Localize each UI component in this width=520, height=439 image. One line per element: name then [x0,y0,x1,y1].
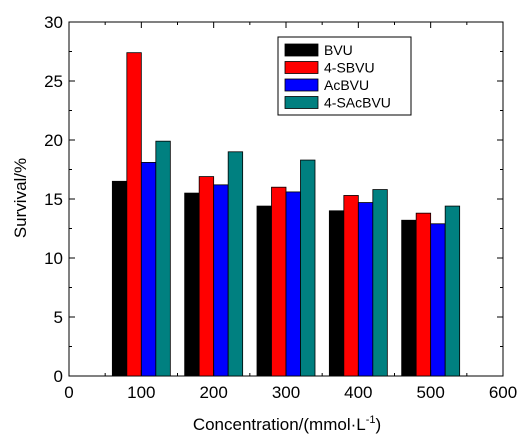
bar-4-sbvu-100 [126,52,142,377]
bar-4-sbvu-200 [198,176,215,377]
bars [111,52,461,377]
x-tick-label: 0 [64,383,73,402]
y-tick-label: 20 [44,131,63,150]
legend-label-bvu: BVU [324,42,353,58]
bar-4-sacbvu-400 [372,189,388,377]
bar-bvu-200 [184,192,200,377]
y-tick-label: 10 [44,249,63,268]
bar-4-sacbvu-300 [300,159,316,377]
bar-acbvu-200 [213,184,229,377]
x-axis-title-close: ) [376,415,382,434]
x-tick-label: 600 [489,383,517,402]
x-tick-label: 300 [272,383,300,402]
x-axis-title-superscript: -1 [366,414,376,426]
bar-bvu-100 [111,180,128,377]
legend-swatch-acbvu [284,78,319,92]
legend-swatch-4-sbvu [284,61,319,74]
y-tick-label: 25 [44,72,63,91]
bar-acbvu-400 [357,202,374,377]
bar-bvu-400 [328,210,345,377]
bar-4-sbvu-400 [343,195,359,377]
bar-acbvu-500 [430,223,446,377]
legend-swatch-4-sacbvu [284,96,319,109]
bar-4-sbvu-500 [415,212,432,377]
y-tick-label: 15 [44,190,63,209]
y-tick-label: 30 [44,13,63,32]
y-tick-label: 0 [54,367,63,386]
bar-bvu-300 [256,205,272,377]
bar-4-sacbvu-100 [155,140,171,377]
x-axis-ticks: 0 100 200 300 400 500 600 [64,22,517,402]
bar-acbvu-100 [140,162,157,377]
y-tick-label: 5 [54,308,63,327]
legend-label-acbvu: AcBVU [324,77,369,93]
y-axis-ticks: 0 5 10 15 20 25 30 [44,13,503,386]
x-tick-label: 200 [199,383,227,402]
bar-4-sacbvu-500 [444,205,461,377]
bar-4-sacbvu-200 [227,151,244,377]
x-tick-label: 100 [127,383,155,402]
bar-acbvu-300 [285,191,301,377]
y-axis-title: Survival/% [11,158,30,238]
legend-label-4-sbvu: 4-SBVU [324,60,375,76]
x-tick-label: 400 [344,383,372,402]
x-axis-title-main: Concentration/(mmol·L [193,415,366,434]
x-axis-title: Concentration/(mmol·L-1) [193,414,381,434]
legend-label-4-sacbvu: 4-SAcBVU [324,95,391,111]
x-tick-label: 500 [416,383,444,402]
bar-4-sbvu-300 [271,186,287,377]
legend-swatch-bvu [284,43,319,57]
bar-bvu-500 [401,219,417,377]
